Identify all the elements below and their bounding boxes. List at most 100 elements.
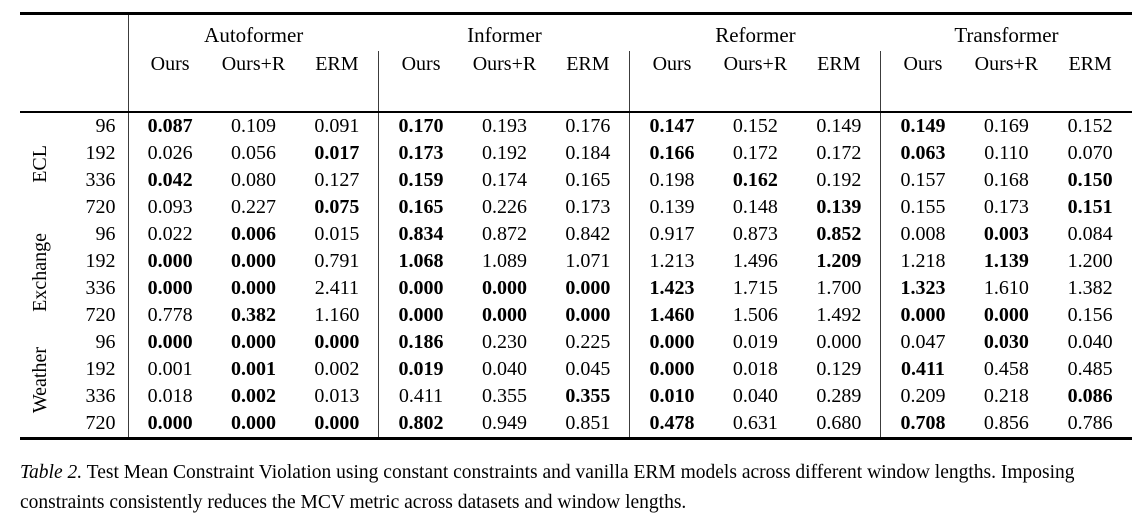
value-cell: 0.174 [481,169,527,191]
value-cell: 0.411 [880,356,965,383]
value-cell: 0.485 [1067,358,1113,380]
value-cell: 0.003 [983,223,1029,245]
value-cell: 0.192 [816,169,862,191]
value-cell: 2.411 [314,277,360,299]
value-cell: 0.842 [565,223,611,245]
value-cell: 0.149 [880,112,965,140]
table-row: Weather 96 0.000 0.000 0.000 0.186 0.230 0.225 0… [20,329,1132,413]
value-cell: 0.169 [983,115,1029,137]
value-cell: 1.610 [983,277,1029,299]
value-cell: 0.093 [127,194,212,221]
value-cell: 0.017 [314,142,360,164]
value-cell: 0.019 [378,356,463,383]
value-cell: 0.000 [127,275,212,302]
model-header-autoformer: Autoformer [204,22,304,47]
value-cell: 1.209 [816,250,862,272]
value-cell: 0.786 [1067,412,1113,434]
value-cell: 1.460 [629,302,714,329]
table-row: 336 0.018 0.002 0.013 0.411 0.355 0.355 0.010 0.… [20,383,1132,410]
window-length-cell: 336 [85,277,116,299]
value-cell: 0.070 [1067,142,1113,164]
value-cell: 1.160 [314,304,360,326]
value-cell: 0.000 [314,412,360,434]
value-cell: 0.856 [983,412,1029,434]
value-cell: 0.148 [732,196,778,218]
window-length-cell: 96 [95,115,116,137]
value-cell: 0.075 [314,196,360,218]
value-cell: 0.008 [880,221,965,248]
window-length-cell: 96 [95,331,116,353]
value-cell: 0.355 [565,385,611,407]
value-cell: 0.002 [314,358,360,380]
value-cell: 0.000 [565,277,611,299]
value-cell: 0.084 [1067,223,1113,245]
value-cell: 0.949 [481,412,527,434]
value-cell: 0.001 [127,356,212,383]
value-cell: 0.458 [983,358,1029,380]
model-header-row: Autoformer Informer Reformer Transformer [20,13,1132,51]
value-cell: 0.156 [1067,304,1113,326]
value-cell: 0.000 [629,329,714,356]
value-cell: 0.030 [983,331,1029,353]
value-cell: 0.042 [127,167,212,194]
table-row: 192 0.001 0.001 0.002 0.019 0.040 0.045 0.000 0.… [20,356,1132,383]
value-cell: 0.087 [127,112,212,140]
value-cell: 0.209 [880,383,965,410]
value-cell: 0.000 [983,304,1029,326]
value-cell: 0.152 [732,115,778,137]
table-row: 720 0.778 0.382 1.160 0.000 0.000 0.000 1.460 1.… [20,302,1132,329]
col-header-erm: ERM [1068,53,1112,75]
window-length-cell: 192 [85,250,116,272]
model-header-reformer: Reformer [715,22,796,47]
value-cell: 0.834 [378,221,463,248]
value-cell: 0.917 [629,221,714,248]
table-caption: Table 2. Test Mean Constraint Violation … [20,458,1132,518]
col-header-erm: ERM [315,53,359,75]
value-cell: 0.355 [481,385,527,407]
value-cell: 0.000 [629,356,714,383]
value-cell: 1.492 [816,304,862,326]
value-cell: 0.162 [732,169,778,191]
value-cell: 0.186 [378,329,463,356]
value-cell: 0.152 [1067,115,1113,137]
value-cell: 0.000 [481,277,527,299]
mcv-table: Autoformer Informer Reformer Transformer… [20,12,1132,440]
value-cell: 0.019 [732,331,778,353]
table-row: ECL 96 0.087 0.109 0.091 0.170 0.193 0.176 0.147… [20,112,1132,183]
value-cell: 0.063 [880,140,965,167]
value-cell: 0.227 [230,196,276,218]
subheader-row: Ours Ours+R ERM Ours Ours+R ERM Ours Our… [20,51,1132,112]
value-cell: 0.000 [378,302,463,329]
row-group-label-text: Weather [29,346,51,414]
value-cell: 0.165 [378,194,463,221]
col-header-erm: ERM [817,53,861,75]
value-cell: 0.000 [481,304,527,326]
value-cell: 0.056 [230,142,276,164]
row-group-label: ECL [20,112,60,221]
value-cell: 0.006 [230,223,276,245]
value-cell: 0.000 [880,302,965,329]
value-cell: 0.192 [481,142,527,164]
caption-label: Table 2. [20,462,83,483]
value-cell: 1.700 [816,277,862,299]
value-cell: 0.218 [983,385,1029,407]
value-cell: 0.382 [230,304,276,326]
row-group-label-text: ECL [29,145,51,183]
row-group-label: Exchange [20,221,60,329]
results-table: Autoformer Informer Reformer Transformer… [20,12,1132,440]
window-length-cell: 720 [85,412,116,434]
col-header-ours-r: Ours+R [723,53,788,75]
value-cell: 0.166 [629,140,714,167]
model-header-informer: Informer [467,22,542,47]
value-cell: 0.109 [230,115,276,137]
value-cell: 0.010 [629,383,714,410]
value-cell: 0.001 [230,358,276,380]
value-cell: 0.013 [314,385,360,407]
value-cell: 0.289 [816,385,862,407]
value-cell: 0.015 [314,223,360,245]
value-cell: 0.147 [629,112,714,140]
value-cell: 0.708 [880,410,965,439]
value-cell: 0.198 [629,167,714,194]
value-cell: 0.139 [816,196,862,218]
table-row: 720 0.000 0.000 0.000 0.802 0.949 0.851 0.478 0.… [20,410,1132,439]
